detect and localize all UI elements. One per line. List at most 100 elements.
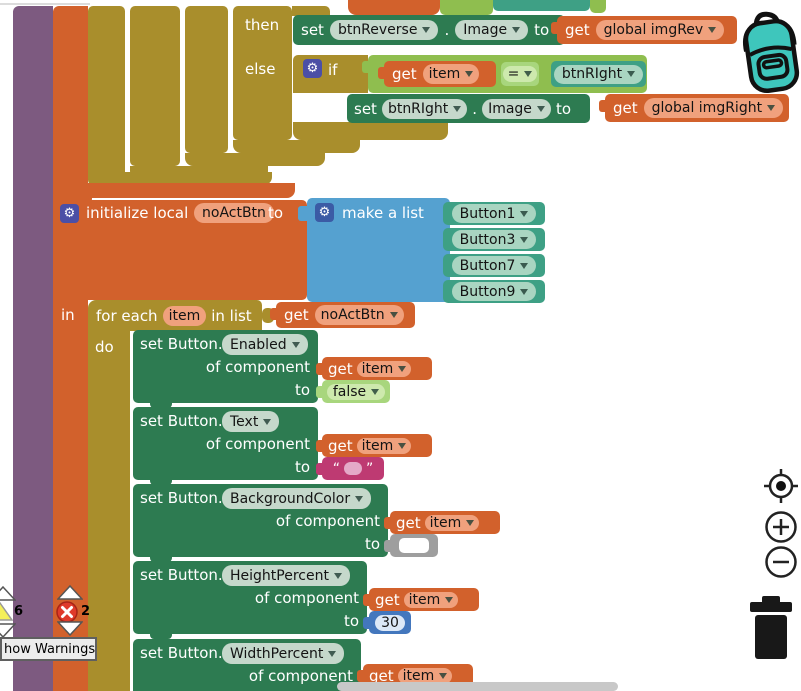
in-list-label: in list [211, 306, 252, 325]
cut-component-block[interactable] [493, 0, 590, 11]
button3-component-block[interactable]: Button3 [443, 228, 545, 251]
number-30-block[interactable]: 30 [363, 611, 411, 634]
if-block-bottom-3[interactable] [185, 153, 325, 166]
variable-dropdown[interactable]: item [424, 514, 480, 531]
get-noactbtn-block[interactable]: get noActBtn [270, 302, 415, 328]
get-item-block[interactable]: get item [316, 357, 432, 380]
component-dropdown[interactable]: Button9 [451, 282, 537, 301]
loop-variable[interactable]: item [162, 305, 207, 326]
local-variable-name[interactable]: noActBtn [194, 203, 274, 223]
set-btnreverse-image-block[interactable]: set btnReverse . Image to [293, 15, 565, 45]
if-block-column-1[interactable] [88, 6, 125, 185]
variable-dropdown[interactable]: item [403, 591, 459, 608]
set-button-text-block[interactable]: set Button. Text of component to [133, 407, 318, 480]
property-dropdown[interactable]: HeightPercent [222, 565, 350, 586]
property-dropdown[interactable]: BackgroundColor [222, 488, 372, 509]
set-btnright-image-block[interactable]: set btnRIght . Image to [347, 94, 590, 123]
component-dropdown[interactable]: Button3 [451, 230, 537, 249]
if-block-column-2[interactable] [130, 6, 180, 166]
get-item-condition-block[interactable]: get item [378, 61, 496, 87]
white-color-block[interactable] [384, 534, 438, 557]
component-dropdown[interactable]: btnRIght [381, 98, 468, 119]
set-button-heightpercent-block[interactable]: set Button. HeightPercent of component t… [133, 561, 367, 634]
btnright-component-block[interactable]: btnRIght [551, 61, 646, 87]
component-dropdown[interactable]: Button7 [451, 256, 537, 275]
if-label: if [328, 61, 338, 79]
center-workspace-icon[interactable] [763, 468, 799, 504]
logic-dropdown[interactable]: false [326, 383, 386, 400]
set-button-enabled-block[interactable]: set Button. Enabled of component to [133, 330, 318, 403]
button9-component-block[interactable]: Button9 [443, 280, 545, 303]
workspace-edge-line [0, 3, 90, 5]
get-item-block[interactable]: get item [363, 588, 479, 611]
mutator-gear-icon[interactable]: ⚙ [315, 203, 334, 222]
get-item-block[interactable]: get item [316, 434, 432, 457]
if-block-bottom-1[interactable] [293, 122, 448, 140]
warning-triangle-icon[interactable] [0, 602, 13, 621]
component-dropdown[interactable]: Button1 [451, 204, 537, 223]
variable-dropdown[interactable]: item [422, 64, 480, 84]
set-button-label: set Button. [140, 335, 223, 353]
variable-dropdown[interactable]: global imgRev [595, 20, 725, 40]
if-block-bottom-5[interactable] [88, 172, 272, 185]
chevron-down-icon [627, 71, 636, 77]
empty-text-string-block[interactable]: “ ” [316, 457, 384, 480]
procedure-block-edge[interactable] [13, 6, 53, 691]
operator-dropdown[interactable]: = [502, 66, 538, 82]
mutator-gear-icon[interactable]: ⚙ [303, 59, 322, 78]
cut-get-block[interactable] [348, 0, 440, 15]
button7-component-block[interactable]: Button7 [443, 254, 545, 277]
horizontal-scrollbar[interactable] [337, 682, 618, 691]
button1-component-block[interactable]: Button1 [443, 202, 545, 225]
variable-dropdown[interactable]: noActBtn [314, 305, 404, 325]
equals-operator-block[interactable]: = [501, 62, 539, 86]
outer-variable-block-bottom[interactable] [53, 183, 295, 198]
property-dropdown[interactable]: Enabled [222, 334, 308, 355]
if-block-column-3[interactable] [185, 6, 228, 153]
if-block-column-4[interactable] [233, 6, 292, 140]
property-dropdown[interactable]: WidthPercent [222, 643, 345, 664]
component-dropdown[interactable]: btnRIght [553, 64, 644, 84]
chevron-down-icon [398, 365, 407, 372]
warning-up-arrow-icon[interactable] [0, 586, 16, 601]
component-dropdown[interactable]: btnReverse [329, 20, 439, 40]
get-item-block[interactable]: get item [384, 511, 500, 534]
else-label: else [245, 60, 276, 78]
for-each-block-header[interactable]: for each item in list [88, 300, 262, 331]
chevron-down-icon [524, 71, 533, 77]
set-button-backgroundcolor-block[interactable]: set Button. BackgroundColor of component… [133, 484, 388, 557]
variable-dropdown[interactable]: item [356, 360, 412, 377]
property-dropdown[interactable]: Image [482, 98, 551, 119]
next-connector [205, 165, 227, 171]
cut-equals-block[interactable] [440, 0, 493, 15]
mutator-gear-icon[interactable]: ⚙ [60, 204, 79, 223]
set-button-widthpercent-block[interactable]: set Button. WidthPercent of component [133, 639, 361, 691]
property-dropdown[interactable]: Image [455, 20, 529, 40]
get-global-imgright-block[interactable]: get global imgRight [599, 94, 789, 122]
property-dropdown[interactable]: Text [222, 411, 280, 432]
warning-down-arrow-icon[interactable] [0, 623, 16, 638]
backpack-icon[interactable] [740, 8, 801, 98]
variable-dropdown[interactable]: global imgRight [643, 98, 784, 118]
error-up-arrow-icon[interactable] [57, 585, 83, 600]
get-global-imgrev-block[interactable]: get global imgRev [551, 16, 737, 44]
zoom-out-icon[interactable] [764, 545, 798, 579]
dot-separator: . [472, 99, 478, 118]
trash-icon[interactable] [748, 596, 794, 660]
error-down-arrow-icon[interactable] [57, 621, 83, 636]
color-swatch-white[interactable] [399, 538, 429, 553]
number-input[interactable]: 30 [375, 614, 405, 631]
variable-dropdown[interactable]: item [356, 437, 412, 454]
variable-dropdown[interactable]: item [397, 667, 453, 684]
false-logic-block[interactable]: false [316, 380, 390, 403]
zoom-in-icon[interactable] [764, 510, 798, 544]
error-circle-icon[interactable] [56, 601, 78, 623]
outer-variable-block-edge[interactable] [53, 6, 88, 691]
next-connector [150, 633, 172, 639]
text-input-field[interactable] [344, 462, 362, 475]
for-each-block-column[interactable] [88, 331, 130, 691]
get-item-block[interactable]: get item [357, 664, 473, 687]
show-warnings-button[interactable]: how Warnings [0, 637, 97, 661]
get-label: get [369, 666, 394, 685]
